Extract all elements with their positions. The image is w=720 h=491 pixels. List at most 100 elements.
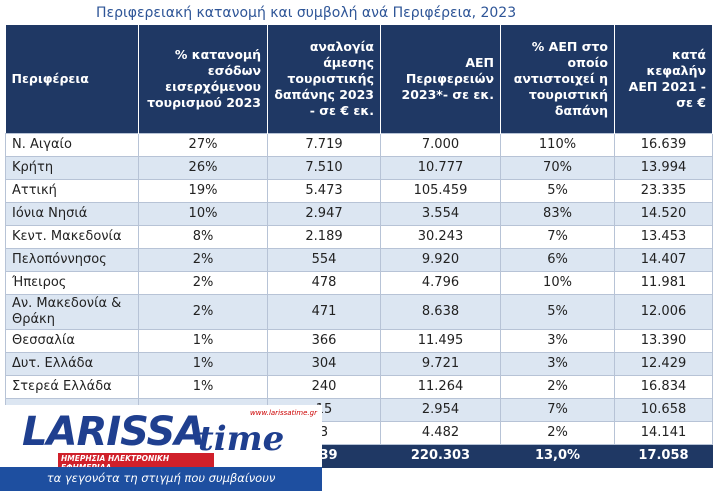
- table-row: Κεντ. Μακεδονία 8% 2.189 30.243 7% 13.453: [5, 225, 713, 249]
- header-cell: Περιφέρεια: [5, 25, 139, 134]
- header-row: Περιφέρεια% κατανομή εσόδων εισερχόμενου…: [5, 25, 713, 134]
- table-cell: 105.459: [380, 179, 501, 203]
- table-cell: 11.981: [614, 271, 713, 295]
- table-cell: 3%: [500, 352, 615, 376]
- table-cell: 5.473: [267, 179, 381, 203]
- header-cell: % ΑΕΠ στο οποίο αντιστοιχεί η τουριστική…: [500, 25, 615, 134]
- table-cell: 8%: [138, 225, 268, 249]
- header-cell: % κατανομή εσόδων εισερχόμενου τουρισμού…: [138, 25, 268, 134]
- header-cell: ΑΕΠ Περιφερειών 2023*- σε εκ.: [380, 25, 501, 134]
- header-cell: αναλογία άμεσης τουριστικής δαπάνης 2023…: [267, 25, 381, 134]
- table-cell: 11.264: [380, 375, 501, 399]
- table-cell: 471: [267, 294, 381, 330]
- table-cell: 19%: [138, 179, 268, 203]
- footer-note: nce: [268, 468, 713, 489]
- header-cell: κατά κεφαλήν ΑΕΠ 2021 - σε €: [614, 25, 713, 134]
- logo-name: LARISSA: [22, 409, 205, 455]
- table-row: Αττική 19% 5.473 105.459 5% 23.335: [5, 179, 713, 203]
- table-row: Θεσσαλία 1% 366 11.495 3% 13.390: [5, 329, 713, 353]
- table-cell: 1%: [138, 329, 268, 353]
- logo-url: www.larissatime.gr: [250, 409, 317, 417]
- logo-overlay: LARISSA time www.larissatime.gr ΗΜΕΡΗΣΙΑ…: [0, 405, 322, 491]
- table-cell: 2%: [138, 294, 268, 330]
- table-cell: 9.721: [380, 352, 501, 376]
- table-cell: 2.189: [267, 225, 381, 249]
- table-cell: Δυτ. Ελλάδα: [5, 352, 139, 376]
- data-table: Περιφέρεια% κατανομή εσόδων εισερχόμενου…: [5, 25, 713, 488]
- table-cell: 26%: [138, 156, 268, 180]
- table-cell: Κρήτη: [5, 156, 139, 180]
- table-cell: Θεσσαλία: [5, 329, 139, 353]
- table-cell: 5%: [500, 294, 615, 330]
- table-cell: 14.141: [614, 421, 713, 445]
- table-cell: 7.719: [267, 133, 381, 157]
- table-cell: 4.796: [380, 271, 501, 295]
- table-cell: 10.777: [380, 156, 501, 180]
- table-row: Ν. Αιγαίο 27% 7.719 7.000 110% 16.639: [5, 133, 713, 157]
- table-cell: 240: [267, 375, 381, 399]
- table-cell: 2%: [138, 271, 268, 295]
- logo-name2: time: [198, 419, 285, 459]
- table-cell: 366: [267, 329, 381, 353]
- table-cell: 2.954: [380, 398, 501, 422]
- table-row: Ιόνια Νησιά 10% 2.947 3.554 83% 14.520: [5, 202, 713, 226]
- table-cell: 23.335: [614, 179, 713, 203]
- table-cell: 83%: [500, 202, 615, 226]
- table-cell: 3%: [500, 329, 615, 353]
- table-cell: 110%: [500, 133, 615, 157]
- table-cell: 12.006: [614, 294, 713, 330]
- table-cell: 554: [267, 248, 381, 272]
- table-row: Πελοπόννησος 2% 554 9.920 6% 14.407: [5, 248, 713, 272]
- table-row: Δυτ. Ελλάδα 1% 304 9.721 3% 12.429: [5, 352, 713, 376]
- table-cell: 13.994: [614, 156, 713, 180]
- table-cell: 3.554: [380, 202, 501, 226]
- total-cell: 13,0%: [500, 444, 615, 468]
- logo-slogan: τα γεγονότα τη στιγμή που συμβαίνουν: [0, 467, 322, 491]
- table-cell: Στερεά Ελλάδα: [5, 375, 139, 399]
- table-cell: 7.510: [267, 156, 381, 180]
- table-row: Αν. Μακεδονία & Θράκη 2% 471 8.638 5% 12.006: [5, 294, 713, 330]
- table-cell: 16.639: [614, 133, 713, 157]
- table-cell: 12.429: [614, 352, 713, 376]
- table-cell: 2%: [500, 375, 615, 399]
- table-cell: 27%: [138, 133, 268, 157]
- table-cell: 10%: [500, 271, 615, 295]
- table-cell: 7.000: [380, 133, 501, 157]
- table-cell: 14.520: [614, 202, 713, 226]
- table-title: Περιφερειακή κατανομή και συμβολή ανά Πε…: [96, 5, 517, 21]
- table-cell: 2%: [500, 421, 615, 445]
- table-cell: 478: [267, 271, 381, 295]
- table-cell: 10%: [138, 202, 268, 226]
- table-cell: 1%: [138, 352, 268, 376]
- table-cell: 11.495: [380, 329, 501, 353]
- table-row: Κρήτη 26% 7.510 10.777 70% 13.994: [5, 156, 713, 180]
- table-cell: 16.834: [614, 375, 713, 399]
- table-cell: 14.407: [614, 248, 713, 272]
- table-row: Ήπειρος 2% 478 4.796 10% 11.981: [5, 271, 713, 295]
- table-cell: Αττική: [5, 179, 139, 203]
- table-cell: 7%: [500, 398, 615, 422]
- table-cell: 9.920: [380, 248, 501, 272]
- table-cell: 13.390: [614, 329, 713, 353]
- table-cell: Ν. Αιγαίο: [5, 133, 139, 157]
- table-cell: 2.947: [267, 202, 381, 226]
- table-cell: 6%: [500, 248, 615, 272]
- table-row: Στερεά Ελλάδα 1% 240 11.264 2% 16.834: [5, 375, 713, 399]
- table-cell: 13.453: [614, 225, 713, 249]
- table-cell: 30.243: [380, 225, 501, 249]
- table-cell: Κεντ. Μακεδονία: [5, 225, 139, 249]
- table-cell: 2%: [138, 248, 268, 272]
- table-cell: Αν. Μακεδονία & Θράκη: [5, 294, 139, 330]
- table-cell: 10.658: [614, 398, 713, 422]
- table-cell: 1%: [138, 375, 268, 399]
- table-cell: 4.482: [380, 421, 501, 445]
- table-cell: 304: [267, 352, 381, 376]
- table-cell: 7%: [500, 225, 615, 249]
- total-cell: 220.303: [380, 444, 501, 468]
- table-cell: 5%: [500, 179, 615, 203]
- total-cell: 17.058: [614, 444, 713, 468]
- table-cell: 70%: [500, 156, 615, 180]
- table-cell: Πελοπόννησος: [5, 248, 139, 272]
- table-cell: 8.638: [380, 294, 501, 330]
